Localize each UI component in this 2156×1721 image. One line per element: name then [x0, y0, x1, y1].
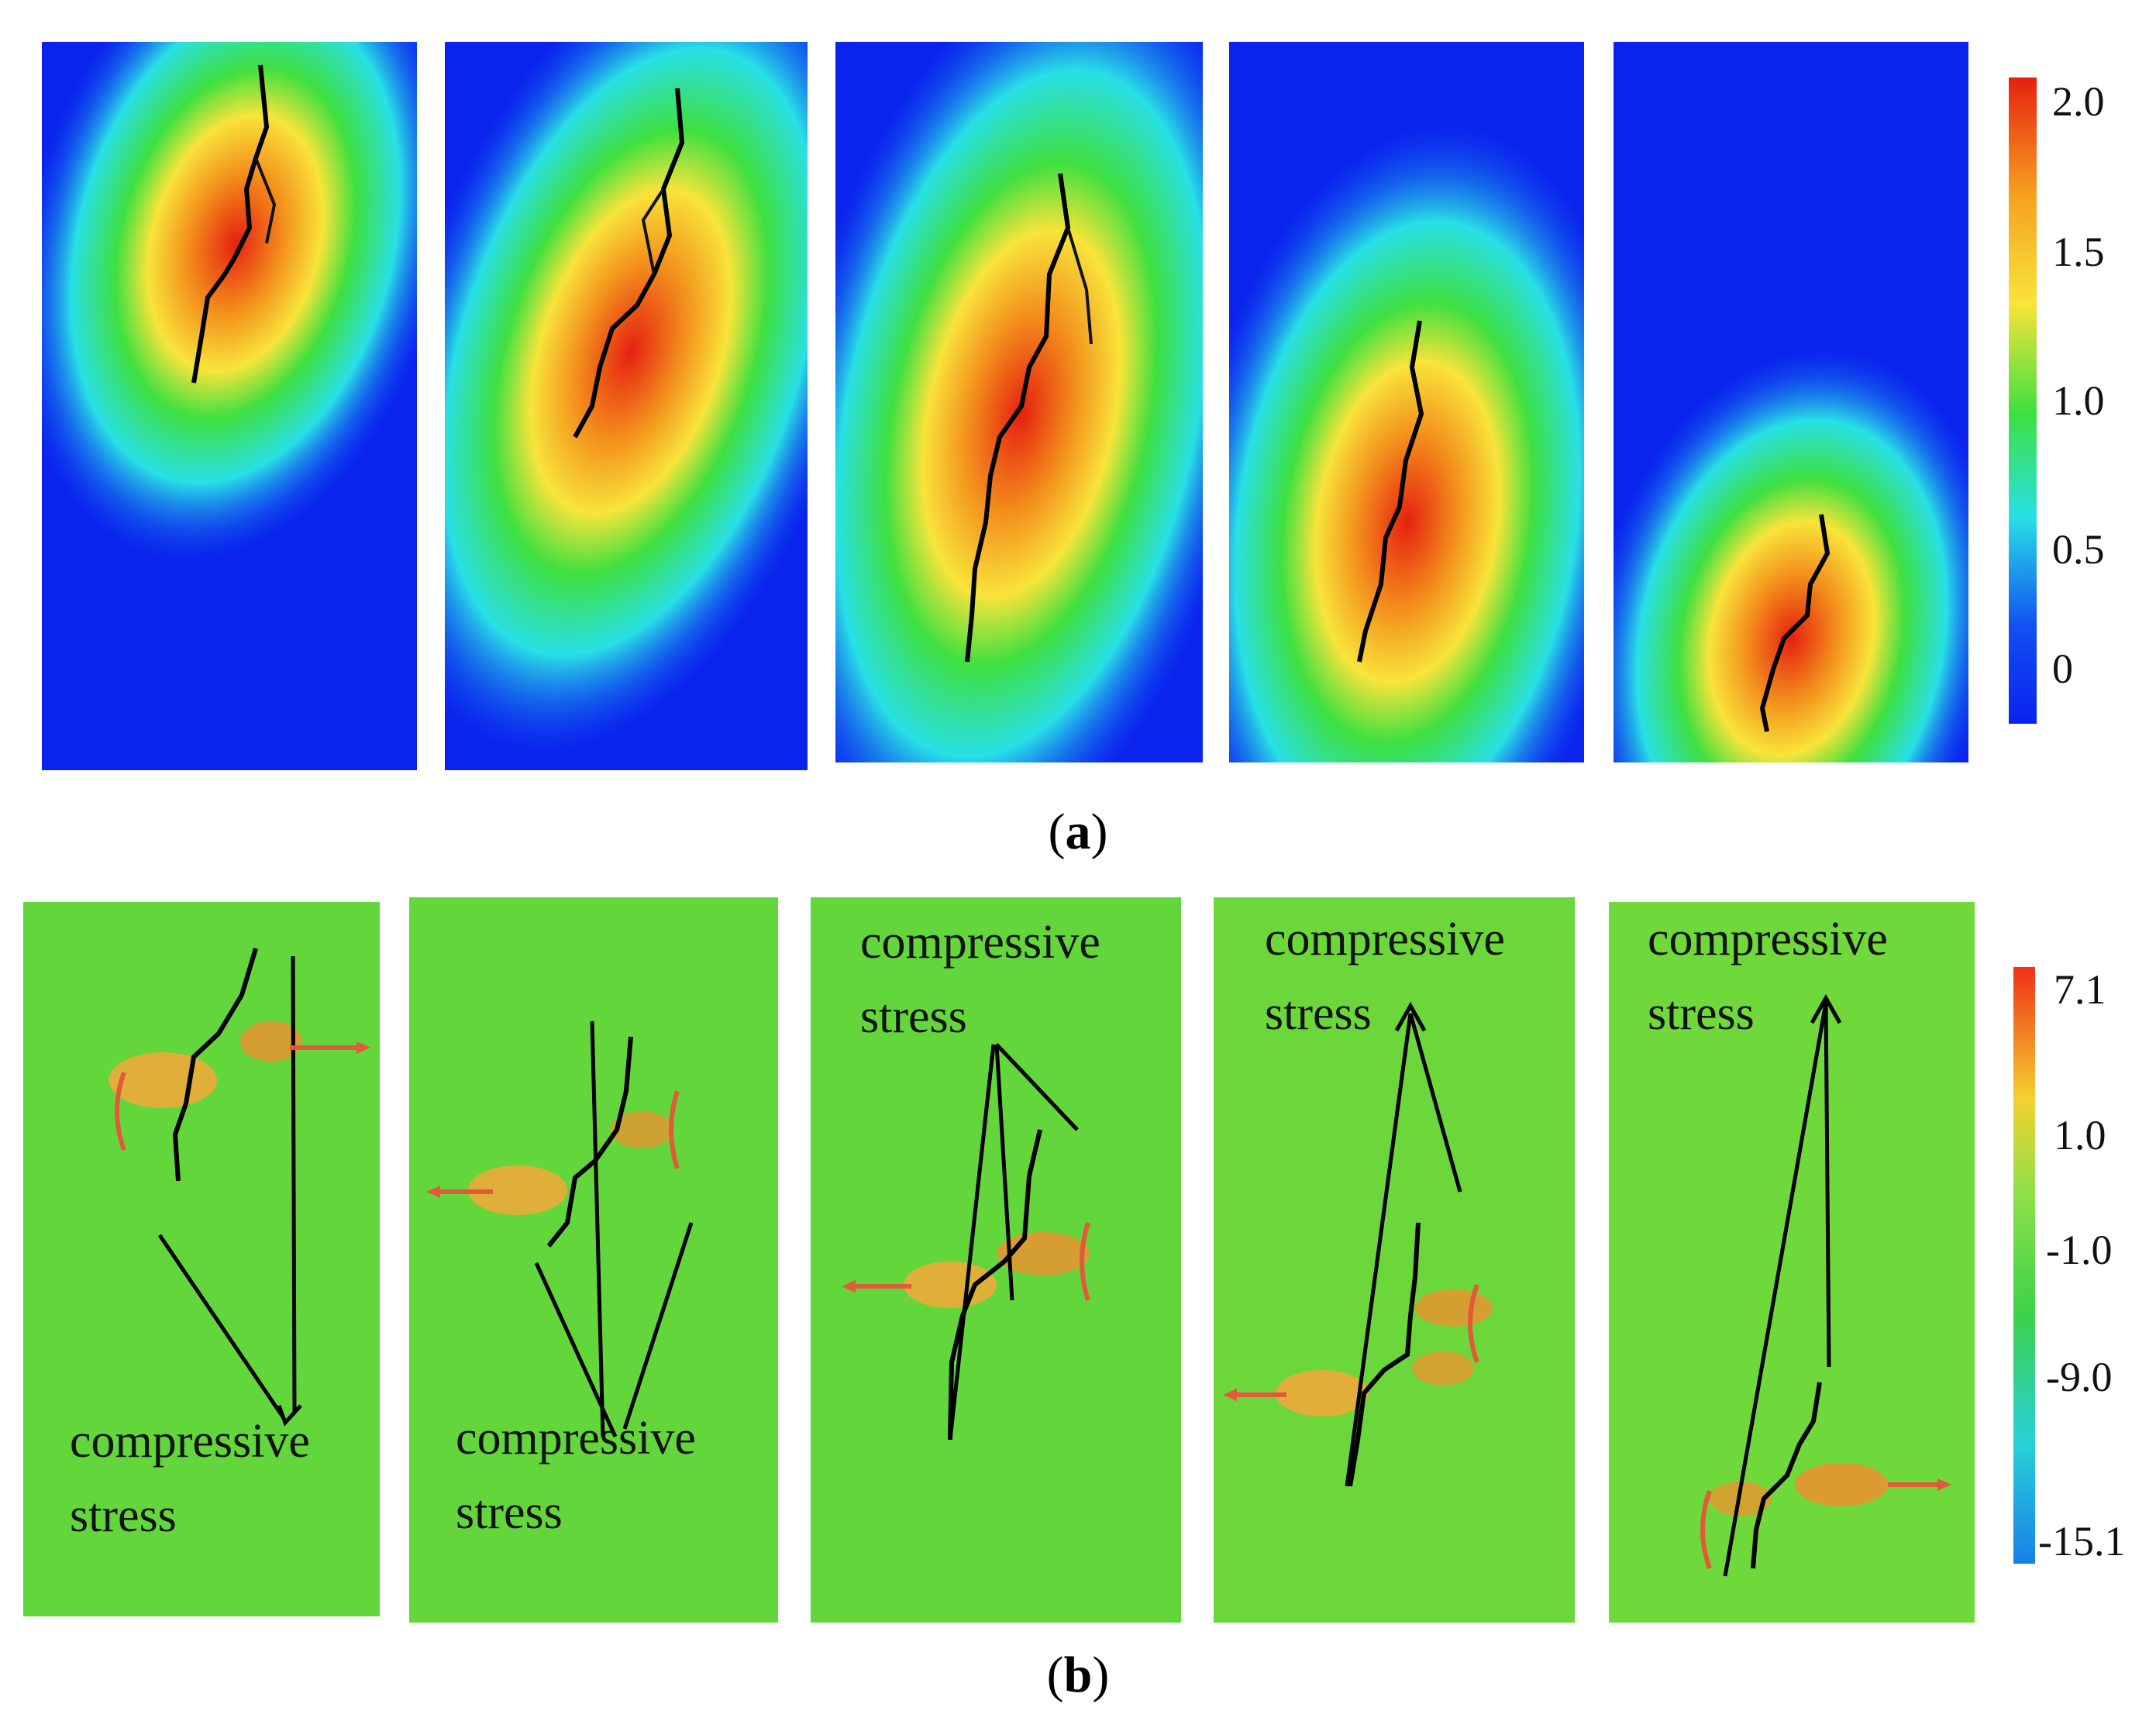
annotation-compressive-stress: compressive stress: [70, 1404, 310, 1553]
damage-map-frame-4: [1229, 42, 1584, 762]
annotation-line1: compressive: [1648, 913, 1888, 965]
colorbar-a-tick: 0.5: [2052, 526, 2105, 573]
colorbar-b-tick: -9.0: [2046, 1354, 2113, 1400]
colorbar-b: [2013, 967, 2035, 1564]
strain-field-frame-5: [1609, 902, 1975, 1623]
strain-field-frame-3: [811, 897, 1181, 1623]
annotation-line2: stress: [456, 1486, 563, 1539]
annotation-line1: compressive: [456, 1412, 696, 1465]
caption-a: (a): [1048, 804, 1108, 860]
colorbar-a-tick: 1.0: [2052, 377, 2105, 424]
colorbar-b-tick: -15.1: [2038, 1518, 2126, 1564]
colorbar-a-tick: 1.5: [2052, 229, 2105, 275]
annotation-line2: stress: [70, 1489, 177, 1542]
damage-map-frame-1: [42, 42, 417, 770]
annotation-compressive-stress: compressive stress: [1648, 902, 1888, 1051]
annotation-line1: compressive: [70, 1415, 310, 1468]
annotation-compressive-stress: compressive stress: [1265, 902, 1505, 1051]
strain-field-frame-1: [23, 902, 380, 1616]
annotation-line2: stress: [860, 990, 967, 1043]
colorbar-a-tick: 2.0: [2052, 78, 2105, 125]
annotation-line2: stress: [1648, 987, 1755, 1040]
colorbar-a-tick: 0: [2052, 645, 2073, 692]
annotation-compressive-stress: compressive stress: [456, 1401, 696, 1550]
annotation-line2: stress: [1265, 987, 1372, 1040]
strain-field-frame-4: [1214, 897, 1575, 1623]
damage-map-frame-3: [835, 42, 1203, 762]
colorbar-b-tick: -1.0: [2046, 1227, 2113, 1273]
strain-field-frame-2: [409, 897, 778, 1623]
annotation-compressive-stress: compressive stress: [860, 905, 1100, 1054]
colorbar-b-tick: 1.0: [2054, 1112, 2106, 1158]
damage-map-frame-5: [1614, 42, 1968, 762]
colorbar-b-tick: 7.1: [2054, 966, 2106, 1013]
annotation-line1: compressive: [860, 916, 1100, 969]
annotation-line1: compressive: [1265, 913, 1505, 965]
colorbar-a: [2009, 77, 2037, 724]
caption-b: (b): [1046, 1647, 1110, 1703]
damage-map-frame-2: [445, 42, 808, 770]
